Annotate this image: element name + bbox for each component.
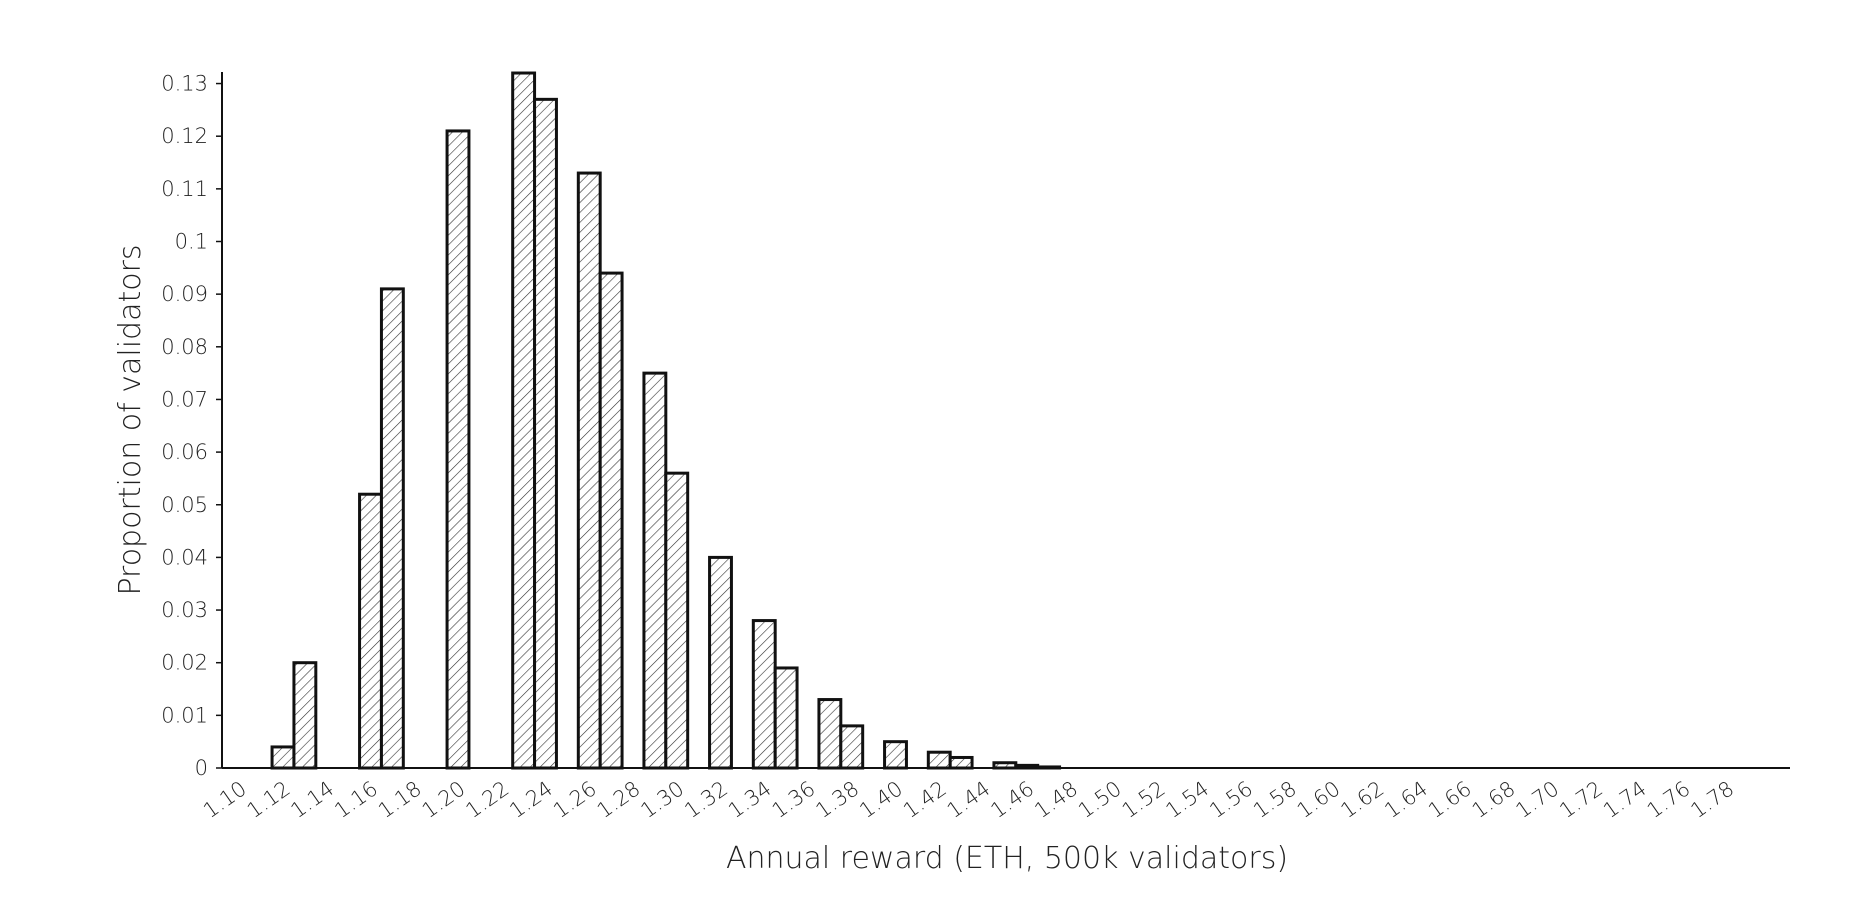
x-tick-label: 1.42 <box>899 776 951 822</box>
x-tick-label: 1.38 <box>811 776 863 822</box>
histogram-bar <box>708 555 733 770</box>
x-tick-label: 1.68 <box>1468 776 1520 822</box>
histogram-bar <box>358 492 383 770</box>
histogram-bar <box>817 698 843 770</box>
y-tick-label: 0.11 <box>161 177 208 201</box>
x-tick-label: 1.36 <box>768 776 820 822</box>
x-tick-label: 1.54 <box>1161 776 1213 822</box>
histogram-bar <box>839 724 865 770</box>
x-tick-label: 1.50 <box>1074 776 1126 822</box>
histogram-bar <box>883 740 908 770</box>
histogram-bar <box>926 750 952 770</box>
x-tick-label: 1.66 <box>1424 776 1476 822</box>
x-tick-label: 1.52 <box>1118 776 1170 822</box>
y-tick-label: 0.09 <box>161 282 208 306</box>
y-tick-label: 0.04 <box>161 545 208 569</box>
y-tick-label: 0.02 <box>161 651 208 675</box>
histogram-bar <box>292 661 318 770</box>
histogram-bar <box>270 745 296 770</box>
histogram-bar <box>445 129 471 770</box>
histogram-bar <box>948 755 974 770</box>
x-tick-label: 1.58 <box>1249 776 1301 822</box>
x-tick-label: 1.56 <box>1205 776 1257 822</box>
x-tick-label: 1.72 <box>1555 776 1607 822</box>
x-tick-label: 1.78 <box>1686 776 1738 822</box>
x-tick-label: 1.76 <box>1643 776 1695 822</box>
y-tick-label: 0.13 <box>161 72 208 96</box>
y-tick-label: 0.07 <box>161 387 208 411</box>
histogram-bar <box>533 97 558 770</box>
x-tick-label: 1.48 <box>1030 776 1082 822</box>
x-tick-label: 1.44 <box>943 776 995 822</box>
x-tick-label: 1.62 <box>1336 776 1388 822</box>
histogram-bar <box>598 271 624 770</box>
x-tick-label: 1.16 <box>330 776 382 822</box>
x-tick-label: 1.34 <box>724 776 776 822</box>
y-axis-title: Proportion of validators <box>113 244 148 595</box>
histogram-bar <box>642 371 668 770</box>
bars-layer <box>270 71 1062 770</box>
y-tick-label: 0.06 <box>161 440 208 464</box>
histogram-bar <box>511 71 537 770</box>
x-tick-label: 1.24 <box>505 776 557 822</box>
histogram-bar <box>773 666 799 770</box>
x-tick-label: 1.32 <box>680 776 732 822</box>
y-tick-label: 0 <box>195 756 208 780</box>
y-axis-ticks: 0 0.01 0.02 0.03 0.04 0.05 0.06 0.07 0.08 0.09 0.1… <box>161 72 222 780</box>
x-tick-label: 1.70 <box>1511 776 1563 822</box>
y-tick-label: 0.12 <box>161 124 208 148</box>
x-tick-label: 1.10 <box>199 776 251 822</box>
x-tick-label: 1.12 <box>243 776 295 822</box>
y-tick-label: 0.08 <box>161 335 208 359</box>
x-tick-label: 1.40 <box>855 776 907 822</box>
x-tick-label: 1.30 <box>636 776 688 822</box>
x-tick-label: 1.64 <box>1380 776 1432 822</box>
histogram-bar <box>751 619 777 770</box>
histogram-bar <box>576 171 602 770</box>
histogram-bar <box>379 287 405 770</box>
x-tick-label: 1.60 <box>1293 776 1345 822</box>
x-tick-label: 1.20 <box>418 776 470 822</box>
y-tick-label: 0.1 <box>175 230 208 254</box>
x-tick-label: 1.14 <box>286 776 338 822</box>
x-tick-label: 1.74 <box>1599 776 1651 822</box>
x-tick-label: 1.22 <box>461 776 513 822</box>
x-tick-label: 1.28 <box>593 776 645 822</box>
y-tick-label: 0.01 <box>161 703 208 727</box>
x-tick-label: 1.46 <box>986 776 1038 822</box>
x-axis-title: Annual reward (ETH, 500k validators) <box>726 841 1288 876</box>
x-axis-ticks: 1.101.121.141.161.181.201.221.241.261.28… <box>199 776 1739 822</box>
y-tick-label: 0.05 <box>161 493 208 517</box>
x-tick-label: 1.26 <box>549 776 601 822</box>
histogram-bar <box>664 471 690 770</box>
x-tick-label: 1.18 <box>374 776 426 822</box>
y-tick-label: 0.03 <box>161 598 208 622</box>
